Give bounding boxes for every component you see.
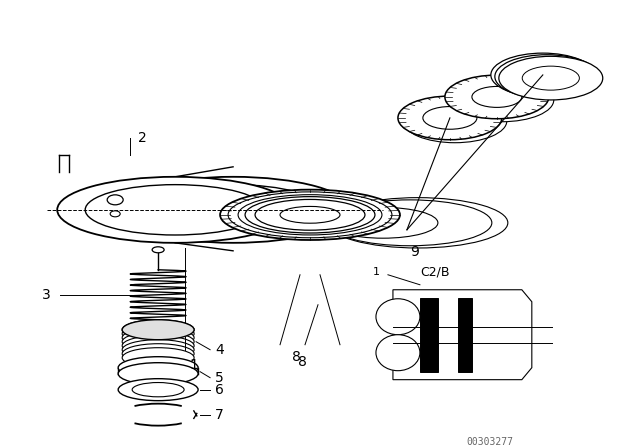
Ellipse shape: [122, 332, 194, 352]
Ellipse shape: [280, 207, 340, 223]
Ellipse shape: [450, 78, 554, 122]
Text: 00303277: 00303277: [467, 437, 513, 447]
Text: 8: 8: [292, 350, 300, 364]
Ellipse shape: [423, 107, 477, 129]
Text: C2/B: C2/B: [420, 265, 449, 278]
Ellipse shape: [118, 379, 198, 401]
Ellipse shape: [57, 177, 293, 243]
Ellipse shape: [245, 197, 375, 233]
Text: 6: 6: [215, 383, 224, 396]
Ellipse shape: [152, 247, 164, 253]
Ellipse shape: [328, 200, 492, 246]
Ellipse shape: [328, 198, 508, 248]
Ellipse shape: [495, 55, 599, 99]
Ellipse shape: [445, 75, 549, 119]
Text: 7: 7: [215, 408, 224, 422]
Text: 3: 3: [42, 288, 51, 302]
Ellipse shape: [328, 207, 438, 238]
Ellipse shape: [122, 320, 194, 340]
Ellipse shape: [403, 99, 507, 143]
Ellipse shape: [122, 320, 194, 340]
Ellipse shape: [220, 190, 400, 240]
Text: 8: 8: [298, 355, 307, 369]
Bar: [458, 298, 472, 372]
Ellipse shape: [499, 56, 603, 100]
Text: 2: 2: [138, 131, 147, 145]
Text: 5: 5: [215, 370, 224, 385]
Ellipse shape: [118, 357, 198, 379]
Ellipse shape: [122, 324, 194, 344]
Ellipse shape: [522, 66, 579, 90]
Ellipse shape: [132, 383, 184, 397]
Ellipse shape: [143, 185, 323, 235]
Ellipse shape: [376, 335, 420, 370]
Ellipse shape: [518, 65, 575, 89]
Ellipse shape: [514, 63, 572, 87]
Ellipse shape: [122, 328, 194, 348]
Text: 4: 4: [215, 343, 224, 357]
Ellipse shape: [85, 185, 265, 235]
Text: 1: 1: [189, 358, 198, 372]
Text: 1: 1: [372, 267, 380, 277]
Ellipse shape: [122, 344, 194, 364]
Ellipse shape: [122, 340, 194, 360]
Ellipse shape: [107, 195, 123, 205]
Ellipse shape: [376, 299, 420, 335]
Ellipse shape: [122, 348, 194, 368]
Bar: [420, 298, 438, 372]
Ellipse shape: [398, 96, 502, 140]
Text: 9: 9: [410, 245, 419, 259]
Ellipse shape: [255, 199, 365, 230]
Ellipse shape: [228, 192, 392, 238]
Ellipse shape: [115, 177, 351, 243]
Ellipse shape: [238, 195, 382, 235]
Ellipse shape: [491, 53, 595, 97]
Ellipse shape: [472, 86, 522, 108]
Ellipse shape: [110, 211, 120, 217]
Ellipse shape: [118, 363, 198, 385]
Ellipse shape: [122, 336, 194, 356]
